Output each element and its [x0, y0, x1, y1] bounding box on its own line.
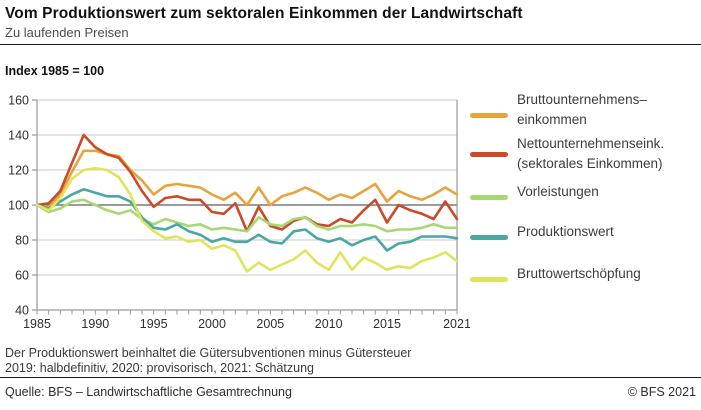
page-title: Vom Produktionswert zum sektoralen Einko… [5, 5, 523, 22]
legend-label: Bruttounternehmens– einkommen [517, 92, 647, 127]
y-tick-label-160: 160 [8, 94, 29, 108]
x-tick-label-2005: 2005 [256, 317, 284, 331]
legend-swatch-orange [470, 113, 508, 118]
legend-label: Nettounternehmenseink. (sektorales Einko… [517, 136, 665, 171]
x-tick-label-2021: 2021 [443, 317, 470, 331]
legend-label: Produktionswert [517, 224, 614, 239]
legend-item-bruttowertschoepfung: Bruttowertschöpfung [470, 266, 641, 284]
source-label: Quelle: BFS – Landwirtschaftliche Gesamt… [5, 385, 292, 399]
x-tick-label-2010: 2010 [315, 317, 343, 331]
x-tick-label-2000: 2000 [198, 317, 226, 331]
legend-swatch-yellow [470, 277, 508, 282]
footnote-data-status: 2019: halbdefinitiv, 2020: provisorisch,… [5, 361, 314, 375]
legend-item-vorleistungen: Vorleistungen [470, 184, 599, 202]
legend-item-produktionswert: Produktionswert [470, 224, 614, 242]
x-tick-label-1985: 1985 [23, 317, 51, 331]
legend-item-bruttounternehmenseinkommen: Bruttounternehmens– einkommen [470, 92, 647, 130]
axis-unit-label: Index 1985 = 100 [5, 64, 105, 78]
series-line-nettounternehmenseinkommen [35, 133, 459, 233]
series-line-produktionswert [35, 188, 459, 252]
legend-swatch-teal [470, 235, 508, 240]
legend-swatch-green [470, 195, 508, 200]
legend-item-nettounternehmenseinkommen: Nettounternehmenseink. (sektorales Einko… [470, 136, 664, 174]
y-tick-label-60: 60 [15, 269, 29, 283]
footnote-production-value: Der Produktionswert beinhaltet die Güter… [5, 346, 412, 360]
x-tick-label-2015: 2015 [373, 317, 401, 331]
x-tick-label-1990: 1990 [81, 317, 109, 331]
line-chart: 40 60 80 100 120 140 160 1985 1990 1995 2000 2005 20… [8, 94, 470, 332]
y-tick-label-140: 140 [8, 129, 29, 143]
copyright-label: © BFS 2021 [627, 385, 696, 399]
y-tick-label-40: 40 [15, 304, 29, 318]
x-tick-label-1995: 1995 [140, 317, 168, 331]
footer-divider [0, 377, 701, 378]
y-tick-label-100: 100 [8, 199, 29, 213]
legend-label: Bruttowertschöpfung [517, 266, 641, 281]
header-divider [0, 44, 701, 45]
series-line-vorleistungen [35, 198, 459, 233]
y-tick-label-120: 120 [8, 164, 29, 178]
series-line-bruttowertschoepfung [35, 167, 459, 273]
legend-swatch-red [470, 152, 508, 157]
legend-label: Vorleistungen [517, 184, 599, 199]
y-tick-label-80: 80 [15, 234, 29, 248]
page-subtitle: Zu laufenden Preisen [5, 25, 129, 40]
series-line-bruttounternehmenseinkommen [35, 149, 459, 209]
